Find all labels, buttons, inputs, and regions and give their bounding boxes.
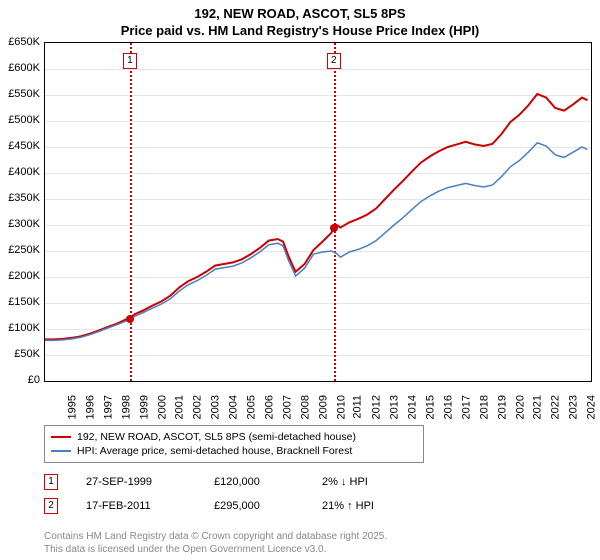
x-tick-label: 2023 <box>568 395 580 419</box>
x-tick-label: 1996 <box>84 395 96 419</box>
chart-area: £0 £50K £100K £150K £200K £250K £300K £350K £400… <box>0 42 600 420</box>
x-tick-label: 1995 <box>66 395 78 419</box>
x-tick-label: 2019 <box>496 395 508 419</box>
x-tick-label: 2003 <box>210 395 222 419</box>
marker-box-icon: 2 <box>44 498 58 514</box>
footer-delta: 2% ↓ HPI <box>322 476 368 488</box>
plot-area: 12 <box>44 42 592 382</box>
y-tick-label: £150K <box>0 296 40 308</box>
title-line2: Price paid vs. HM Land Registry's House … <box>0 23 600 40</box>
x-tick-label: 2011 <box>352 395 364 419</box>
x-tick-label: 2012 <box>371 395 383 419</box>
x-tick-label: 2022 <box>550 395 562 419</box>
legend-item: HPI: Average price, semi-detached house,… <box>51 444 417 458</box>
legend-label: 192, NEW ROAD, ASCOT, SL5 8PS (semi-deta… <box>77 431 356 443</box>
y-tick-label: £650K <box>0 36 40 48</box>
line-svg <box>45 43 591 381</box>
legend-swatch <box>51 436 71 438</box>
attribution: Contains HM Land Registry data © Crown c… <box>44 530 387 556</box>
x-tick-label: 1999 <box>138 395 150 419</box>
x-tick-label: 2000 <box>156 395 168 419</box>
legend: 192, NEW ROAD, ASCOT, SL5 8PS (semi-deta… <box>44 425 424 463</box>
y-tick-label: £100K <box>0 322 40 334</box>
x-tick-label: 2005 <box>246 395 258 419</box>
x-tick-label: 2017 <box>460 395 472 419</box>
y-tick-label: £600K <box>0 62 40 74</box>
x-tick-label: 1998 <box>120 395 132 419</box>
x-tick-label: 2015 <box>425 395 437 419</box>
x-tick-label: 2009 <box>317 395 329 419</box>
y-tick-label: £200K <box>0 270 40 282</box>
y-tick-label: £450K <box>0 140 40 152</box>
y-tick-label: £350K <box>0 192 40 204</box>
series-line <box>45 143 587 341</box>
y-tick-label: £250K <box>0 244 40 256</box>
x-tick-label: 2014 <box>407 395 419 419</box>
legend-item: 192, NEW ROAD, ASCOT, SL5 8PS (semi-deta… <box>51 430 417 444</box>
x-tick-label: 2008 <box>299 395 311 419</box>
x-tick-label: 2002 <box>192 395 204 419</box>
x-tick-label: 2006 <box>263 395 275 419</box>
y-tick-label: £550K <box>0 88 40 100</box>
x-tick-label: 2021 <box>532 395 544 419</box>
y-tick-label: £0 <box>0 374 40 386</box>
x-tick-label: 2013 <box>389 395 401 419</box>
attribution-line: Contains HM Land Registry data © Crown c… <box>44 530 387 543</box>
x-tick-label: 2001 <box>174 395 186 419</box>
x-tick-label: 1997 <box>102 395 114 419</box>
x-tick-label: 2016 <box>442 395 454 419</box>
footer-price: £120,000 <box>214 476 294 488</box>
attribution-line: This data is licensed under the Open Gov… <box>44 543 387 556</box>
legend-label: HPI: Average price, semi-detached house,… <box>77 445 352 457</box>
footer-row: 1 27-SEP-1999 £120,000 2% ↓ HPI <box>44 470 592 494</box>
footer-price: £295,000 <box>214 500 294 512</box>
marker-dot <box>126 315 134 323</box>
marker-box-icon: 1 <box>44 474 58 490</box>
x-tick-label: 2024 <box>586 395 598 419</box>
x-tick-label: 2018 <box>478 395 490 419</box>
x-tick-label: 2020 <box>514 395 526 419</box>
chart-title: 192, NEW ROAD, ASCOT, SL5 8PS Price paid… <box>0 0 600 40</box>
legend-swatch <box>51 450 71 452</box>
x-tick-label: 2010 <box>335 395 347 419</box>
footer-delta: 21% ↑ HPI <box>322 500 374 512</box>
footer-date: 27-SEP-1999 <box>86 476 186 488</box>
footer-date: 17-FEB-2011 <box>86 500 186 512</box>
y-tick-label: £400K <box>0 166 40 178</box>
x-tick-label: 2007 <box>281 395 293 419</box>
footer-table: 1 27-SEP-1999 £120,000 2% ↓ HPI 2 17-FEB… <box>44 470 592 518</box>
y-tick-label: £50K <box>0 348 40 360</box>
y-tick-label: £500K <box>0 114 40 126</box>
x-tick-label: 2004 <box>228 395 240 419</box>
marker-dot <box>330 224 338 232</box>
chart-container: 192, NEW ROAD, ASCOT, SL5 8PS Price paid… <box>0 0 600 560</box>
title-line1: 192, NEW ROAD, ASCOT, SL5 8PS <box>0 6 600 23</box>
series-line <box>45 94 587 339</box>
footer-row: 2 17-FEB-2011 £295,000 21% ↑ HPI <box>44 494 592 518</box>
y-tick-label: £300K <box>0 218 40 230</box>
